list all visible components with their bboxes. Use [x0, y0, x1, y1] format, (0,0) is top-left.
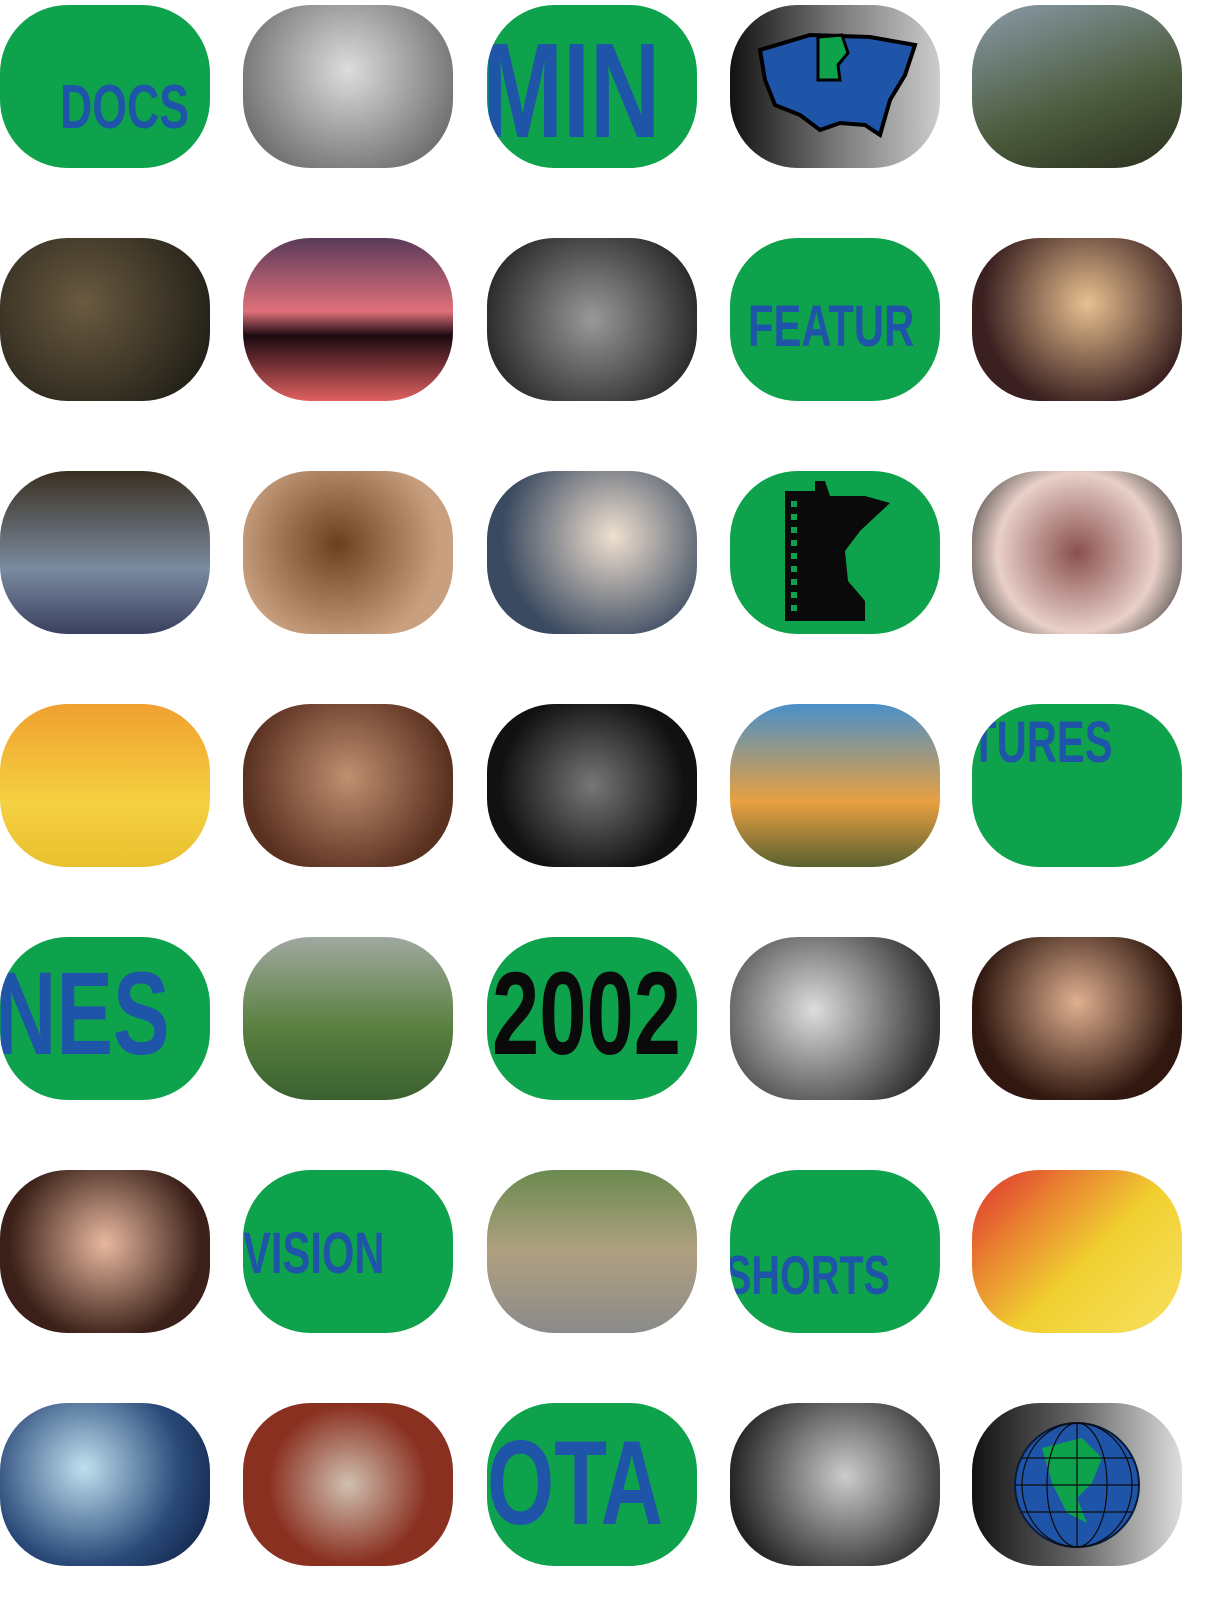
photo-tile — [487, 471, 697, 634]
photo-tile — [243, 937, 453, 1100]
photo-tile — [487, 238, 697, 401]
poster: DOCS MIN FEATUR ATURES NES 2002 VISION SHORTS OT… — [0, 0, 1213, 1613]
icon — [972, 1403, 1182, 1566]
tile-label: OTA — [487, 1423, 663, 1543]
photo-tile — [730, 937, 940, 1100]
photo-tile — [0, 1403, 210, 1566]
label-tile: MIN — [487, 5, 697, 168]
map-tile — [730, 5, 940, 168]
photo-tile — [0, 1170, 210, 1333]
photo-tile — [487, 1170, 697, 1333]
label-tile: NES — [0, 937, 210, 1100]
label-tile: SHORTS — [730, 1170, 940, 1333]
tile-label: ATURES — [972, 714, 1113, 772]
photo-tile — [0, 238, 210, 401]
label-tile: OTA — [487, 1403, 697, 1566]
photo-tile — [243, 471, 453, 634]
photo-tile — [243, 704, 453, 867]
photo-tile — [243, 1403, 453, 1566]
photo-tile — [972, 5, 1182, 168]
label-tile: FEATUR — [730, 238, 940, 401]
label-tile: DOCS — [0, 5, 210, 168]
photo-tile — [243, 5, 453, 168]
photo-tile — [972, 238, 1182, 401]
tile-label: DOCS — [60, 77, 189, 139]
tile-label: 2002 — [492, 955, 681, 1073]
photo-tile — [0, 704, 210, 867]
label-tile: ATURES — [972, 704, 1182, 867]
tile-label: MIN — [487, 23, 660, 158]
photo-tile — [972, 1170, 1182, 1333]
photo-tile — [972, 471, 1182, 634]
tile-label: VISION — [243, 1225, 385, 1283]
photo-tile — [972, 937, 1182, 1100]
photo-tile — [243, 238, 453, 401]
label-tile: VISION — [243, 1170, 453, 1333]
photo-tile — [730, 1403, 940, 1566]
tile-label: SHORTS — [730, 1248, 890, 1303]
tile-label: FEATUR — [748, 298, 914, 356]
photo-tile — [0, 471, 210, 634]
tile-label: NES — [0, 955, 170, 1073]
photo-tile — [730, 704, 940, 867]
film-tile — [730, 471, 940, 634]
photo-tile — [487, 704, 697, 867]
globe-tile — [972, 1403, 1182, 1566]
icon — [730, 471, 940, 634]
icon — [730, 5, 940, 168]
label-tile: 2002 — [487, 937, 697, 1100]
